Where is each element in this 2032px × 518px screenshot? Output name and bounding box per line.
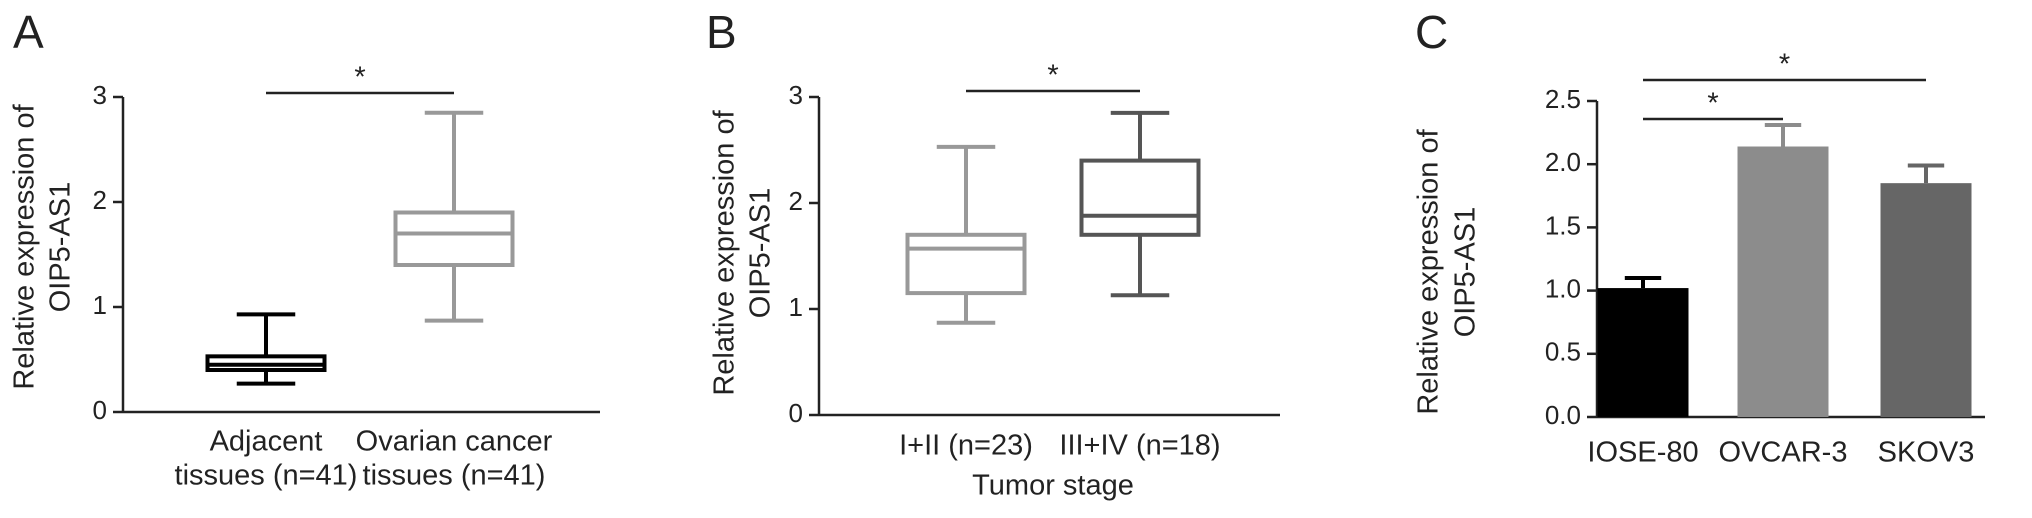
panel-letter: C xyxy=(1415,6,1448,58)
x-tick-label: Adjacent xyxy=(210,426,323,458)
y-tick-label: 1.0 xyxy=(1545,273,1581,303)
y-axis-label: OIP5-AS1 xyxy=(1450,207,1482,338)
bar xyxy=(1737,146,1829,417)
panel-letter: B xyxy=(706,6,737,58)
panel-letter: A xyxy=(13,6,44,58)
x-tick-label: IOSE-80 xyxy=(1587,437,1698,469)
y-tick-label: 0.0 xyxy=(1545,400,1581,430)
box xyxy=(393,210,515,267)
y-tick-label: 2.0 xyxy=(1545,147,1581,177)
x-tick-label: tissues (n=41) xyxy=(363,460,546,492)
significance-star: * xyxy=(1779,49,1790,81)
y-tick-label: 0.5 xyxy=(1545,337,1581,367)
y-tick-label: 3 xyxy=(789,80,803,110)
x-tick-label: SKOV3 xyxy=(1878,437,1975,469)
y-tick-label: 2.5 xyxy=(1545,84,1581,114)
x-tick-label: III+IV (n=18) xyxy=(1059,430,1220,462)
y-axis-label: OIP5-AS1 xyxy=(745,188,777,319)
y-axis-label: Relative expression of xyxy=(709,109,741,395)
y-tick-label: 2 xyxy=(93,185,107,215)
x-axis-label: Tumor stage xyxy=(972,470,1134,502)
bar xyxy=(1597,288,1689,417)
bar xyxy=(1880,183,1972,417)
box xyxy=(1079,158,1201,237)
x-tick-label: I+II (n=23) xyxy=(899,430,1033,462)
box xyxy=(905,232,1027,296)
x-tick-label: tissues (n=41) xyxy=(175,460,358,492)
y-tick-label: 3 xyxy=(93,80,107,110)
x-tick-label: Ovarian cancer xyxy=(356,426,553,458)
significance-star: * xyxy=(1707,88,1718,120)
x-tick-label: OVCAR-3 xyxy=(1719,437,1848,469)
y-tick-label: 1.5 xyxy=(1545,210,1581,240)
y-axis-label: Relative expression of xyxy=(1413,128,1445,414)
significance-star: * xyxy=(354,62,365,94)
y-tick-label: 1 xyxy=(789,292,803,322)
y-tick-label: 1 xyxy=(93,290,107,320)
y-tick-label: 0 xyxy=(93,395,107,425)
y-axis-label: Relative expression of xyxy=(9,103,41,389)
y-axis-label: OIP5-AS1 xyxy=(45,182,77,313)
significance-star: * xyxy=(1047,60,1058,92)
y-tick-label: 2 xyxy=(789,186,803,216)
y-tick-label: 0 xyxy=(789,398,803,428)
